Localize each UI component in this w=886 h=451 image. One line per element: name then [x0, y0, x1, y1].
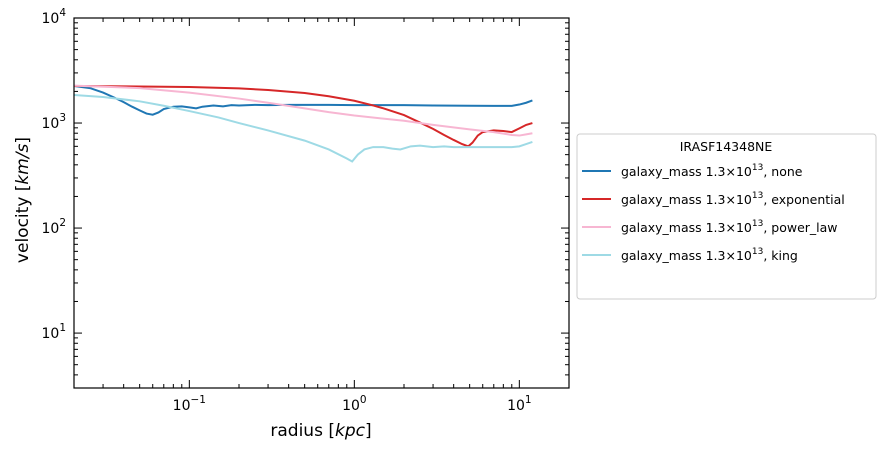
- x-tick-label: 101: [507, 394, 532, 414]
- legend: IRASF14348NE galaxy_mass 1.3×1013, none g…: [576, 133, 877, 300]
- y-tick-label: 103: [41, 112, 66, 132]
- series-line-3: [74, 84, 533, 137]
- y-tick-label: 104: [41, 7, 66, 27]
- series-line-1: [74, 85, 533, 116]
- x-axis-label: radius [kpc]: [270, 421, 371, 441]
- x-tick-label: 10−1: [173, 394, 206, 414]
- axes-layer: 10−1 100 101 101 102 103 104: [41, 7, 570, 414]
- series-layer: [74, 84, 533, 163]
- legend-label-2: galaxy_mass 1.3×1013, exponential: [621, 191, 845, 207]
- legend-title: IRASF14348NE: [680, 139, 773, 154]
- legend-frame: [576, 133, 877, 300]
- y-tick-label: 102: [41, 217, 66, 237]
- x-tick-label: 100: [342, 394, 367, 414]
- legend-label-4: galaxy_mass 1.3×1013, king: [621, 247, 798, 263]
- y-axis-label: velocity [km/s]: [13, 137, 33, 263]
- y-tick-label: 101: [41, 322, 66, 342]
- legend-label-1: galaxy_mass 1.3×1013, none: [621, 163, 803, 179]
- series-line-4: [74, 93, 533, 163]
- series-line-2: [74, 85, 533, 148]
- legend-label-3: galaxy_mass 1.3×1013, power_law: [621, 219, 838, 235]
- plot-frame: [73, 17, 570, 389]
